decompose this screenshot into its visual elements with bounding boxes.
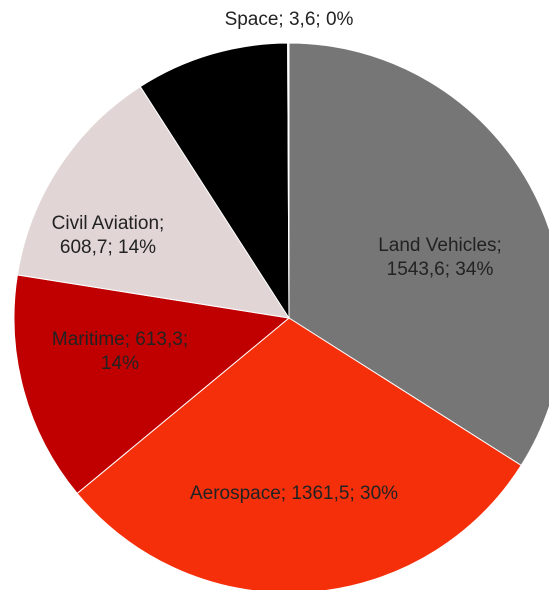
data-label: Space; 3,6; 0% bbox=[225, 9, 354, 30]
data-label: 1543,6; 34% bbox=[387, 259, 494, 280]
pie-slice bbox=[13, 274, 291, 495]
pie-slice bbox=[76, 317, 522, 590]
pie-slice bbox=[16, 85, 291, 319]
data-label: Aerospace; 1361,5; 30% bbox=[190, 483, 398, 504]
data-label: Land Vehicles; bbox=[378, 235, 502, 256]
data-label: 608,7; 14% bbox=[60, 237, 156, 258]
pie-slice bbox=[139, 42, 290, 320]
pie-slice bbox=[288, 42, 549, 467]
data-label: 14% bbox=[101, 353, 139, 374]
pie-slice bbox=[287, 42, 290, 319]
data-label: Maritime; 613,3; bbox=[52, 329, 188, 350]
data-label: Civil Aviation; bbox=[52, 213, 165, 234]
